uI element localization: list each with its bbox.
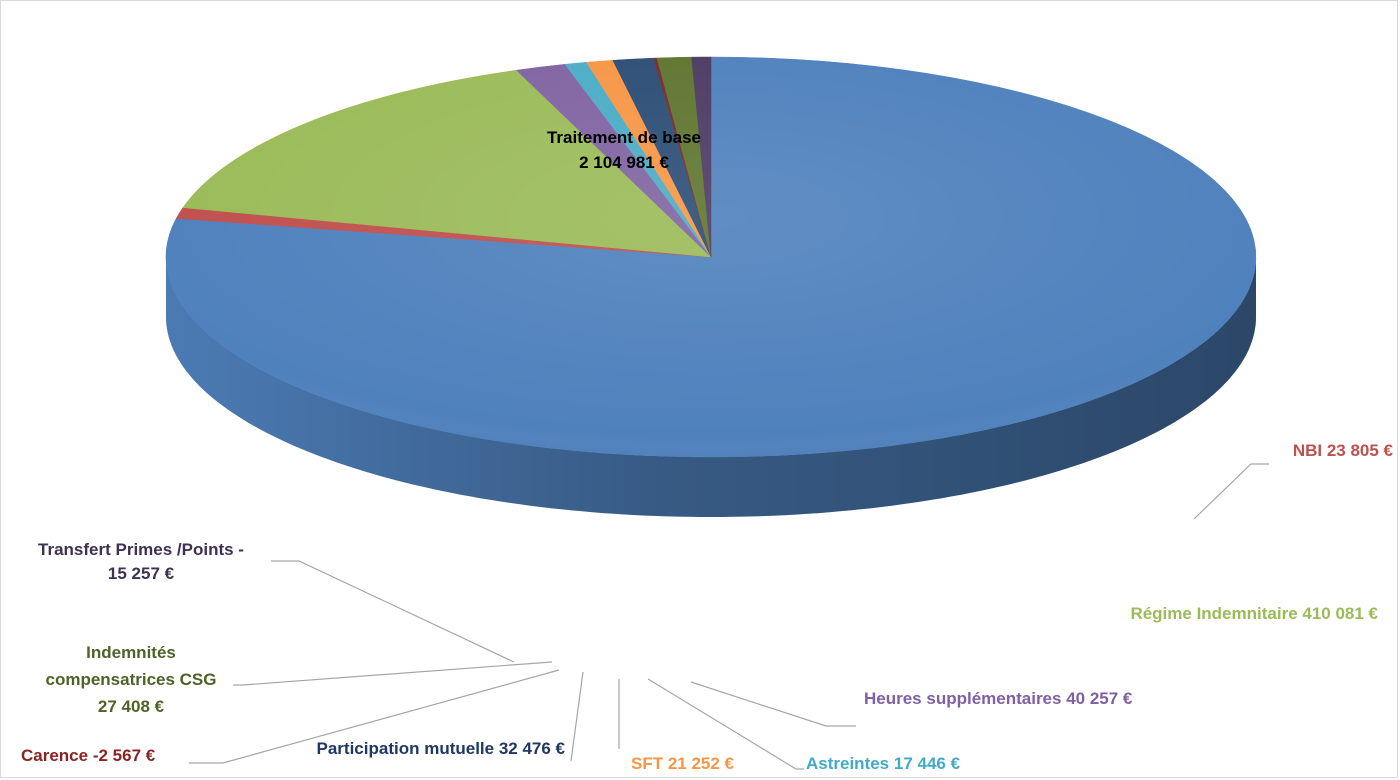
data-label-regime-indemnitaire: Régime Indemnitaire 410 081 €: [1130, 604, 1378, 623]
data-label-transfert-primes-points-line-1: Transfert Primes /Points -: [38, 540, 244, 559]
pie-top-faces: [165, 56, 1257, 458]
leader-line-heures-supplementaires: [690, 681, 856, 727]
data-label-nbi: NBI 23 805 €: [1293, 441, 1394, 460]
leader-line-nbi: [1193, 463, 1269, 520]
leader-line-indemnites-compensatrices-csg: [233, 661, 553, 686]
data-label-carence: Carence -2 567 €: [21, 746, 156, 765]
leader-line-participation-mutuelle: [570, 671, 584, 762]
data-label-sft: SFT 21 252 €: [631, 754, 735, 773]
pie-sides: [166, 257, 1256, 517]
side-shade-traitement-de-base: [166, 257, 1256, 517]
data-label-heures-supplementaires: Heures supplémentaires 40 257 €: [864, 689, 1133, 708]
data-labels: Traitement de base 2 104 981 € NBI 23 805 …: [21, 128, 1394, 773]
data-label-astreintes: Astreintes 17 446 €: [806, 754, 961, 773]
data-label-indemnites-compensatrices-csg-line-1: Indemnités: [86, 643, 176, 662]
data-label-participation-mutuelle: Participation mutuelle 32 476 €: [317, 739, 566, 758]
data-label-transfert-primes-points-line-2: 15 257 €: [108, 564, 175, 583]
data-label-indemnites-compensatrices-csg-line-2: compensatrices CSG: [45, 670, 216, 689]
data-label-traitement-de-base-line-1: Traitement de base: [547, 128, 701, 147]
data-label-indemnites-compensatrices-csg-line-3: 27 408 €: [98, 697, 165, 716]
data-label-traitement-de-base-line-2: 2 104 981 €: [579, 153, 669, 172]
leader-line-carence: [189, 669, 560, 764]
leader-line-astreintes: [647, 678, 804, 770]
leader-line-transfert-primes-points: [271, 560, 515, 663]
top-highlight: [166, 57, 1256, 457]
leader-lines: [189, 463, 1269, 770]
